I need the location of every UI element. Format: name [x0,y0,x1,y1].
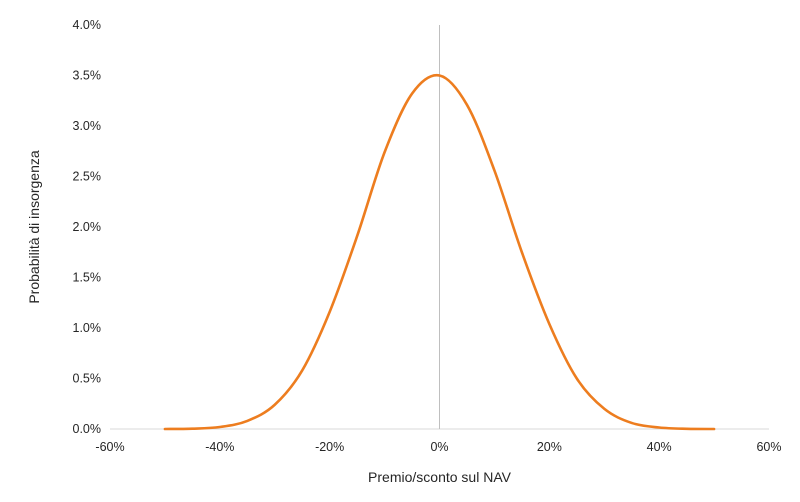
y-tick-label: 0.5% [73,372,102,386]
y-axis-ticks: 0.0% 0.5% 1.0% 1.5% 2.0% 2.5% 3.0% 3.5% 4.0% [73,18,102,436]
y-tick-label: 2.0% [73,220,102,234]
series-line [163,73,716,431]
y-tick-label: 1.5% [73,271,102,285]
y-tick-label: 4.0% [73,18,102,32]
x-tick-label: -20% [315,440,344,454]
x-tick-label: -60% [95,440,124,454]
x-tick-label: 20% [537,440,562,454]
y-tick-label: 3.0% [73,119,102,133]
y-axis-title: Probabilità di insorgenza [26,150,42,304]
x-tick-label: 40% [647,440,672,454]
x-tick-label: 0% [430,440,448,454]
y-tick-label: 2.5% [73,170,102,184]
x-axis-ticks: -60% -40% -20% 0% 20% 40% 60% [95,440,781,454]
x-tick-label: -40% [205,440,234,454]
x-axis-title: Premio/sconto sul NAV [368,469,512,485]
x-tick-label: 60% [756,440,781,454]
y-tick-label: 0.0% [73,422,102,436]
y-tick-label: 3.5% [73,69,102,83]
y-tick-label: 1.0% [73,321,102,335]
